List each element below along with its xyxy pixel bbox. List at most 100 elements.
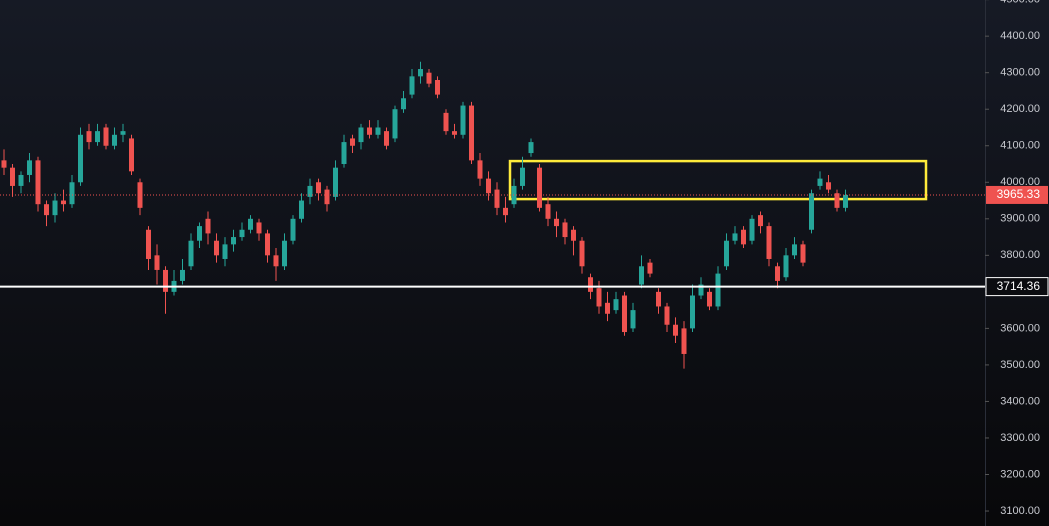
candle-body <box>69 182 75 205</box>
y-tick-label: 4300.00 <box>1000 67 1040 79</box>
highlight-zone <box>508 159 928 201</box>
y-tick-label: 3100.00 <box>1000 505 1040 517</box>
candle-body <box>44 204 49 216</box>
candle-body <box>418 69 423 77</box>
candle-body <box>698 284 704 296</box>
candle-body <box>120 131 126 135</box>
candle-body <box>435 79 440 95</box>
candle-body <box>554 218 559 227</box>
candle-body <box>477 160 483 179</box>
candle-body <box>205 218 211 234</box>
y-tick-label: 4500.00 <box>1000 0 1040 6</box>
candle-body <box>52 200 58 216</box>
candle-body <box>146 229 151 259</box>
candle-body <box>256 222 262 234</box>
candle-body <box>673 324 678 336</box>
candle-body <box>375 127 381 135</box>
candle-body <box>622 295 627 333</box>
candle-body <box>350 138 355 146</box>
candle-body <box>307 185 313 197</box>
y-tick-label: 3500.00 <box>1000 359 1040 371</box>
candle-body <box>316 182 321 194</box>
candle-body <box>656 291 661 307</box>
candle-body <box>443 112 449 132</box>
y-tick-label: 4400.00 <box>1000 30 1040 42</box>
candle-body <box>545 204 551 219</box>
candle-body <box>222 244 228 259</box>
y-tick-label: 3800.00 <box>1000 249 1040 261</box>
candle-body <box>647 262 653 274</box>
candle-body <box>452 131 457 135</box>
price-label-box <box>986 185 1048 204</box>
candle-body <box>163 269 168 292</box>
candle-body <box>231 237 236 245</box>
candle-body <box>613 299 619 311</box>
candle-body <box>265 233 270 256</box>
candle-body <box>112 134 117 146</box>
candle-body <box>358 127 364 143</box>
candle-body <box>180 269 185 281</box>
candle-body <box>809 193 814 230</box>
candle-body <box>86 131 92 143</box>
candle-body <box>341 142 347 165</box>
candle-body <box>783 255 789 278</box>
candle-body <box>282 240 287 267</box>
candle-body <box>792 244 797 256</box>
candle-body <box>18 174 24 186</box>
candle-body <box>1 160 7 168</box>
candle-body <box>843 194 848 208</box>
y-tick-label: 4000.00 <box>1000 176 1040 188</box>
candle-body <box>715 273 721 307</box>
candle-body <box>137 182 143 208</box>
candle-body <box>401 98 406 110</box>
candle-body <box>741 229 746 245</box>
candle-body <box>10 167 15 186</box>
candle-body <box>690 295 695 329</box>
candle-body <box>834 193 840 208</box>
y-tick-label: 4100.00 <box>1000 140 1040 152</box>
candle-body <box>129 138 134 172</box>
price-label: 3965.33 <box>997 187 1041 201</box>
candle-body <box>766 226 772 259</box>
candle-body <box>324 189 330 205</box>
candle-body <box>579 240 585 267</box>
y-tick-label: 3200.00 <box>1000 468 1040 480</box>
candle-body <box>299 200 304 219</box>
candle-body <box>630 310 636 329</box>
candle-body <box>290 218 296 241</box>
y-tick-label: 3900.00 <box>1000 213 1040 225</box>
price-label: 3714.36 <box>997 279 1041 293</box>
candle-body <box>826 182 831 190</box>
candle-body <box>503 207 508 216</box>
candle-body <box>78 134 83 183</box>
candle-body <box>95 131 100 143</box>
y-tick-label: 4200.00 <box>1000 103 1040 115</box>
candle-body <box>732 233 738 241</box>
candle-body <box>392 109 398 139</box>
candle-body <box>724 240 729 267</box>
candle-body <box>103 127 109 146</box>
candle-body <box>596 288 602 307</box>
candle-body <box>562 222 568 238</box>
candle-body <box>460 105 466 135</box>
candle-body <box>426 72 432 84</box>
candle-body <box>239 229 245 238</box>
candle-body <box>520 167 525 186</box>
candle-body <box>664 306 670 325</box>
candle-body <box>273 255 279 267</box>
candle-body <box>27 160 32 175</box>
candle-body <box>486 178 491 194</box>
candle-body <box>588 277 593 292</box>
candle-body <box>35 160 41 205</box>
candle-body <box>800 244 806 263</box>
candle-body <box>494 189 500 208</box>
candle-body <box>537 167 542 208</box>
candle-body <box>214 240 219 256</box>
candle-body <box>61 200 66 205</box>
candle-body <box>384 131 389 146</box>
candle-body <box>154 255 160 270</box>
candle-body <box>681 328 687 354</box>
candle-body <box>188 240 194 267</box>
